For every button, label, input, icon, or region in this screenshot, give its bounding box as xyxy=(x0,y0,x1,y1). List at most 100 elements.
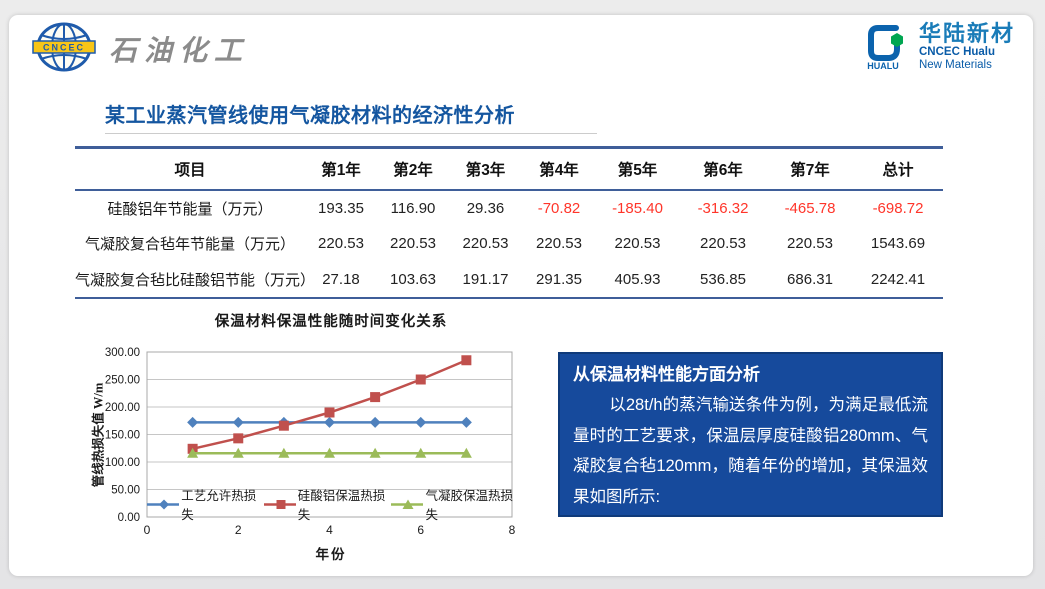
analysis-body: 以28t/h的蒸汽输送条件为例，为满足最低流量时的工艺要求，保温层厚度硅酸铝28… xyxy=(573,396,928,506)
x-tick-label: 0 xyxy=(144,523,151,537)
legend-label: 气凝胶保温热损失 xyxy=(425,489,513,522)
triangle-marker xyxy=(187,447,199,458)
chart-title: 保温材料保温性能随时间变化关系 xyxy=(214,314,448,330)
diamond-marker xyxy=(460,416,472,428)
cell-value: 27.18 xyxy=(322,270,360,288)
column-header: 第1年 xyxy=(321,161,361,179)
column-header: 第5年 xyxy=(617,161,658,179)
cell-value: 193.35 xyxy=(318,199,364,217)
cell-value: 291.35 xyxy=(536,270,582,288)
economic-table: 项目 第1年 第2年 第3年 第4年 第5年 第6年 第7年 总计 硅酸铝年节能量（万元） 193… xyxy=(75,146,943,299)
square-marker xyxy=(461,355,472,366)
column-header: 第6年 xyxy=(703,161,743,179)
table-row: 硅酸铝年节能量（万元） 193.35 116.90 29.36 -70.82 -185.4… xyxy=(75,190,943,226)
legend-item: 硅酸铝保温热损失 xyxy=(263,485,388,523)
cell-value: 220.53 xyxy=(536,235,582,252)
legend-label: 工艺允许热损失 xyxy=(181,489,257,522)
triangle-marker xyxy=(324,447,335,458)
hualu-brand-en1: CNCEC Hualu xyxy=(918,46,996,58)
column-header: 第7年 xyxy=(790,161,830,179)
cell-value: 116.90 xyxy=(390,199,436,217)
square-marker xyxy=(370,392,381,403)
triangle-marker xyxy=(369,447,381,458)
cell-value: 220.53 xyxy=(700,235,746,252)
cell-value: 191.17 xyxy=(462,270,509,288)
cell-value: 1543.69 xyxy=(870,235,926,252)
diamond-marker xyxy=(232,416,244,428)
column-header: 总计 xyxy=(882,161,914,179)
performance-line-chart: 0.00 50.00 100.00 150.00 200.00 250.00 300.00 0… xyxy=(105,347,516,537)
table-header-row: 项目 第1年 第2年 第3年 第4年 第5年 第6年 第7年 总计 xyxy=(75,148,943,190)
triangle-marker xyxy=(460,447,472,458)
column-header: 第2年 xyxy=(393,161,433,179)
x-tick-label: 6 xyxy=(417,523,424,537)
slide: CNCEC 石油化工 HUALU 华陆新材 CNCEC Hualu New Ma… xyxy=(9,15,1033,576)
diamond-marker xyxy=(324,416,335,428)
hualu-brand-cn: 华陆新材 xyxy=(918,21,1015,46)
x-tick-label: 8 xyxy=(509,523,516,537)
triangle-marker xyxy=(415,447,427,458)
column-header: 第3年 xyxy=(465,161,506,179)
y-tick-label: 0.00 xyxy=(118,512,140,524)
chart-legend: 工艺允许热损失 硅酸铝保温热损失 气凝胶保温热损失 xyxy=(147,489,515,522)
diamond-marker xyxy=(187,416,199,428)
square-marker xyxy=(278,420,289,431)
y-tick-label: 100.00 xyxy=(105,457,140,469)
cell-value: -185.40 xyxy=(612,199,663,217)
title-underline xyxy=(105,133,597,134)
cncec-logo: CNCEC 石油化工 xyxy=(31,19,249,75)
y-tick-label: 200.00 xyxy=(105,402,140,414)
square-marker xyxy=(324,407,335,418)
y-tick-label: 50.00 xyxy=(111,485,140,497)
cell-value: 220.53 xyxy=(318,235,364,252)
svg-text:CNCEC: CNCEC xyxy=(43,43,85,53)
y-tick-label: 250.00 xyxy=(105,375,140,387)
legend-marker-icon xyxy=(263,499,296,509)
row-label: 气凝胶复合毡年节能量（万元） xyxy=(84,236,295,253)
column-header: 第4年 xyxy=(539,161,579,179)
plot-border xyxy=(146,351,513,518)
cell-value: 686.31 xyxy=(787,270,833,288)
x-tick-label: 4 xyxy=(326,523,333,537)
analysis-heading: 从保温材料性能方面分析 xyxy=(573,365,760,384)
hualu-brand-en2: New Materials xyxy=(918,58,992,71)
table-row: 气凝胶复合毡比硅酸铝节能（万元） 27.18 103.63 191.17 291.35 4… xyxy=(75,262,943,298)
legend-marker-icon xyxy=(391,499,424,509)
diamond-marker xyxy=(369,416,381,428)
cell-value: -316.32 xyxy=(697,199,749,217)
legend-marker-icon xyxy=(147,499,180,509)
cell-value: -465.78 xyxy=(784,199,836,217)
legend-item: 气凝胶保温热损失 xyxy=(391,485,515,523)
chart-x-axis-title: 年份 xyxy=(315,547,347,562)
legend-label: 硅酸铝保温热损失 xyxy=(297,489,386,522)
column-header: 项目 xyxy=(174,161,206,179)
x-tick-label: 2 xyxy=(235,523,242,537)
legend-item: 工艺允许热损失 xyxy=(147,485,260,523)
cell-value: 29.36 xyxy=(466,199,505,217)
row-label: 硅酸铝年节能量（万元） xyxy=(107,200,273,218)
page-title: 某工业蒸汽管线使用气凝胶材料的经济性分析 xyxy=(105,105,515,127)
svg-text:HUALU: HUALU xyxy=(867,61,899,71)
cell-value: 2242.41 xyxy=(870,270,926,288)
triangle-marker xyxy=(232,447,244,458)
cell-value: -70.82 xyxy=(537,199,581,217)
hualu-logo: HUALU 华陆新材 CNCEC Hualu New Materials xyxy=(866,21,1015,72)
square-marker xyxy=(415,374,426,385)
row-label: 气凝胶复合毡比硅酸铝节能（万元） xyxy=(75,271,316,289)
analysis-box: 从保温材料性能方面分析 以28t/h的蒸汽输送条件为例，为满足最低流量时的工艺要… xyxy=(558,352,943,517)
cell-value: 405.93 xyxy=(614,270,661,288)
cell-value: 103.63 xyxy=(390,270,436,288)
y-tick-label: 300.00 xyxy=(105,347,140,359)
cncec-brand-text: 石油化工 xyxy=(109,36,250,67)
table-body: 硅酸铝年节能量（万元） 193.35 116.90 29.36 -70.82 -185.4… xyxy=(75,190,943,298)
square-marker xyxy=(233,433,244,444)
chart-y-axis-title: 管线热损失值 W/m xyxy=(91,382,106,488)
cell-value: -698.72 xyxy=(872,199,924,217)
hualu-mark-icon: HUALU xyxy=(867,25,903,71)
cell-value: 220.53 xyxy=(787,235,833,252)
cell-value: 220.53 xyxy=(390,235,436,252)
triangle-marker xyxy=(278,447,290,458)
cell-value: 220.53 xyxy=(462,235,509,252)
cell-value: 220.53 xyxy=(614,235,661,252)
cell-value: 536.85 xyxy=(700,270,746,288)
